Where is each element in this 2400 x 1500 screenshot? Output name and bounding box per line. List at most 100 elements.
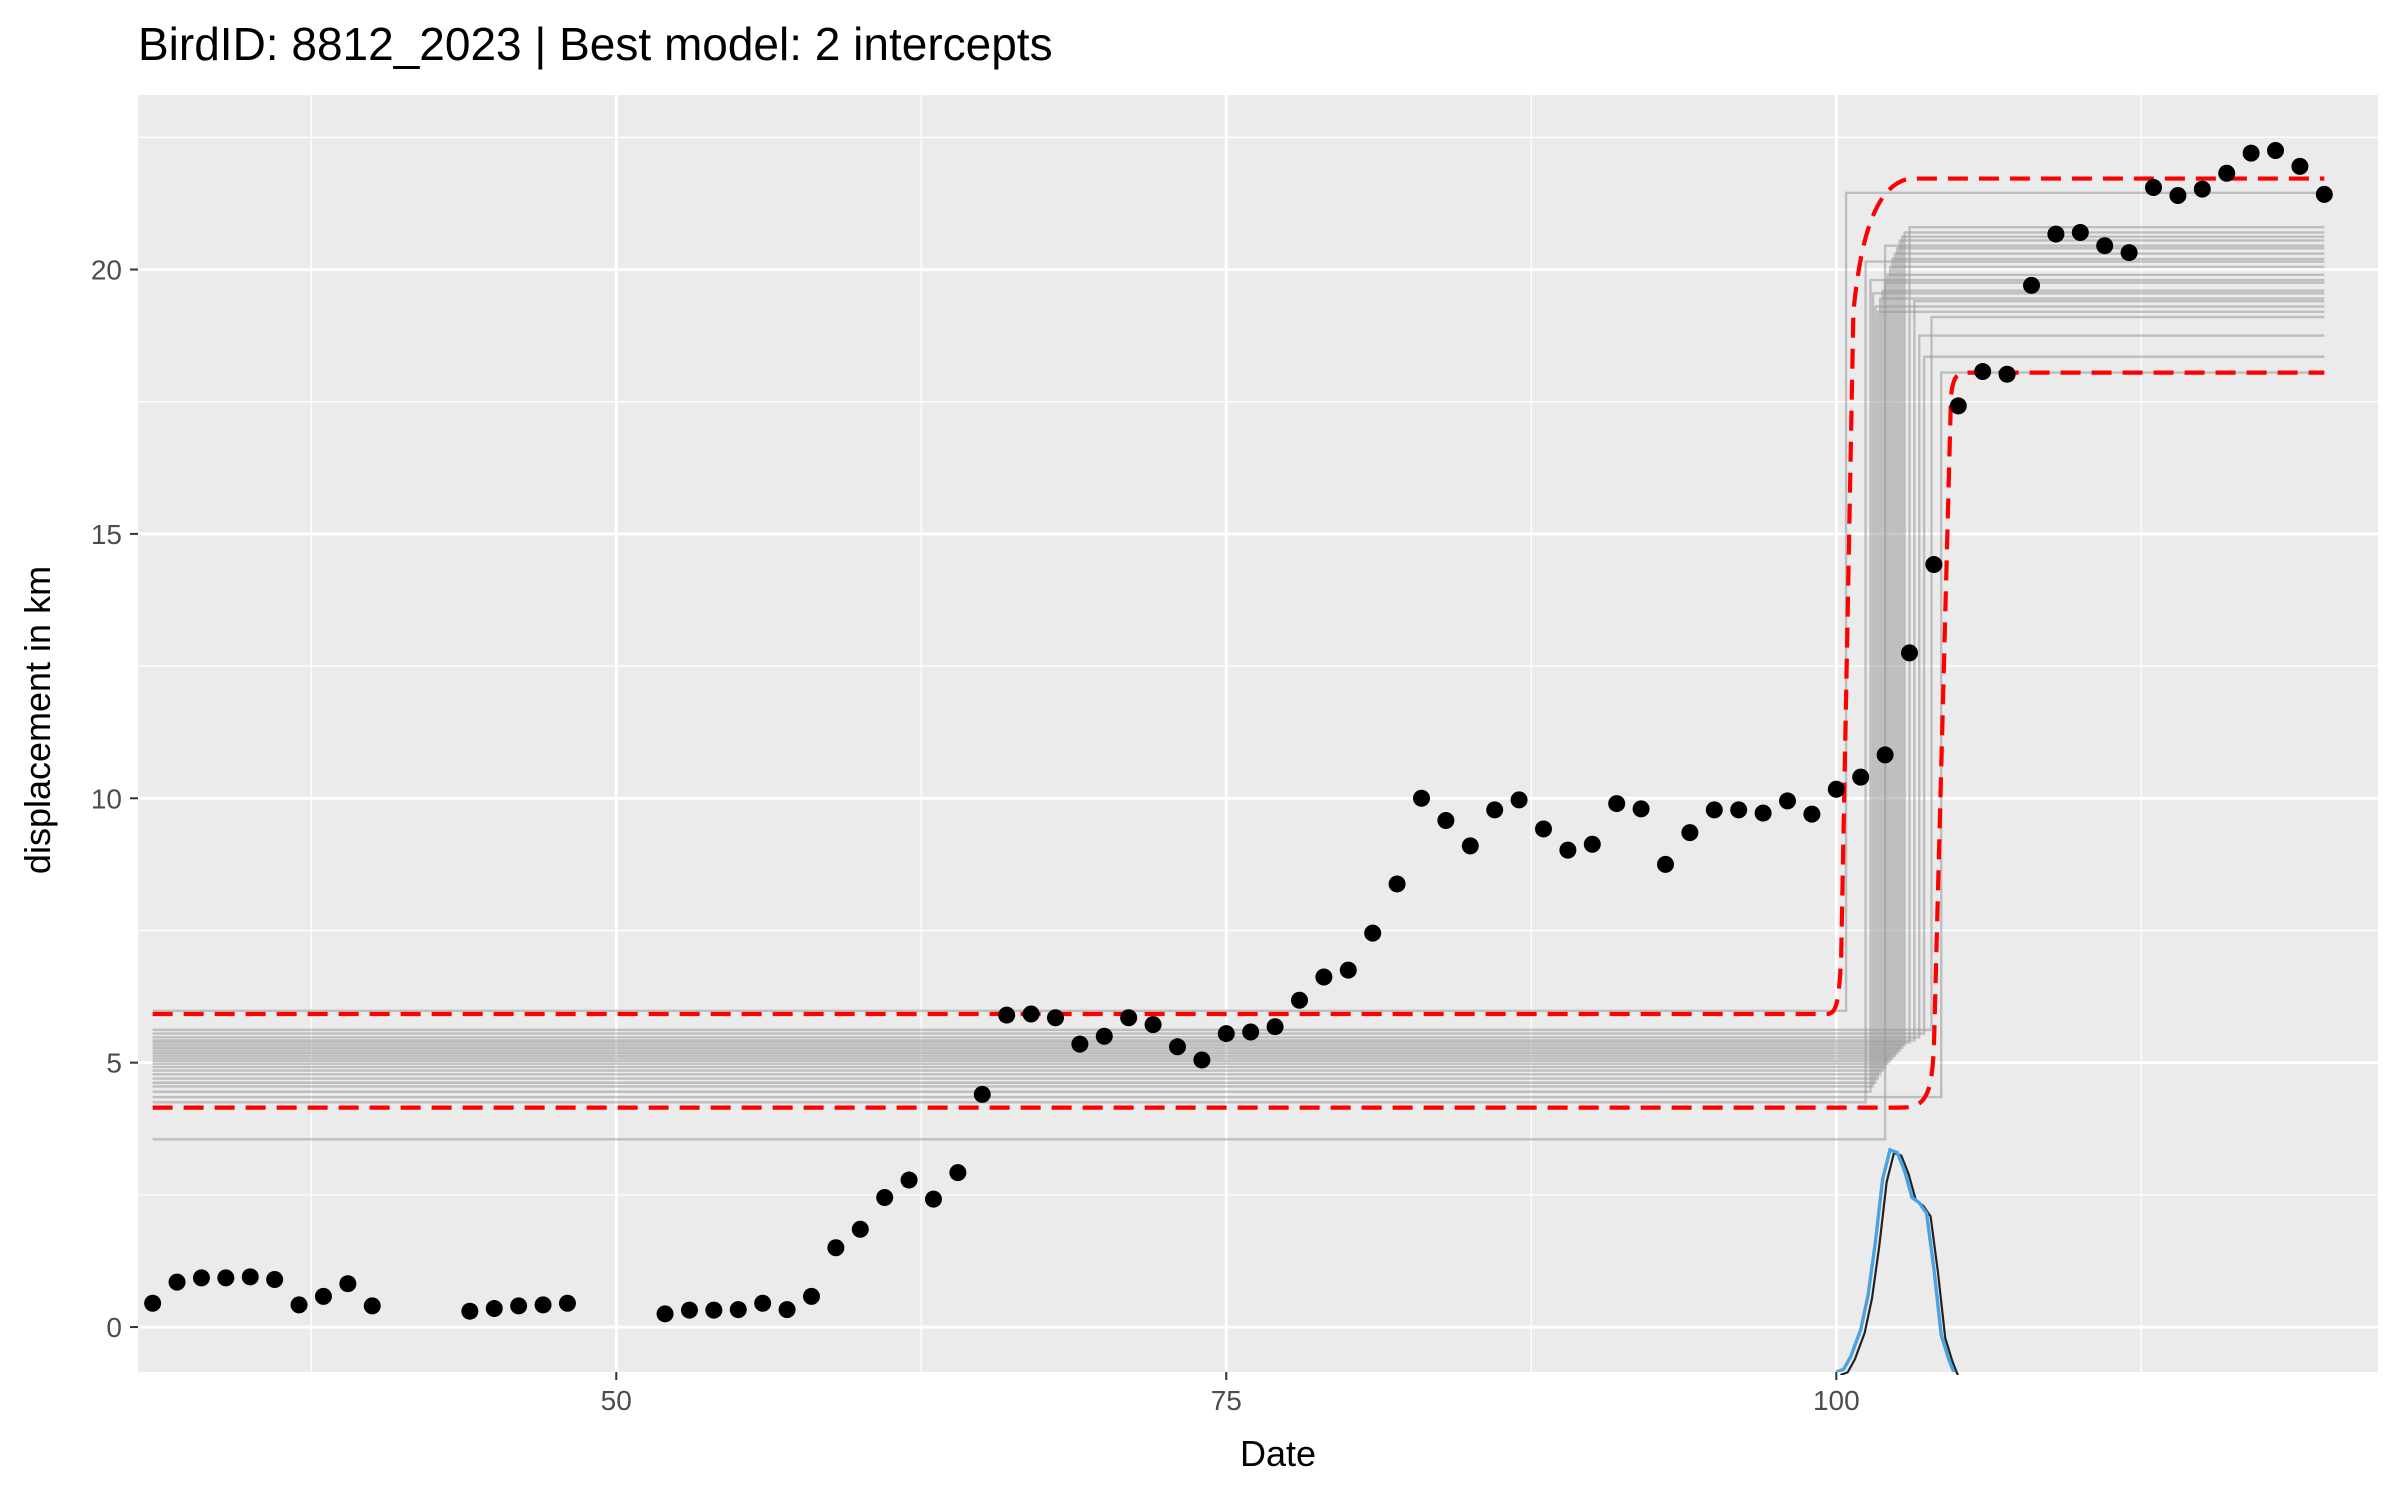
bootstrap-step-line <box>152 289 2325 1072</box>
data-point <box>2047 225 2065 243</box>
data-point <box>192 1269 210 1287</box>
data-point <box>314 1287 332 1305</box>
data-point <box>1901 644 1919 662</box>
data-point <box>1925 556 1943 574</box>
data-point <box>1705 801 1723 819</box>
data-point <box>1876 746 1894 764</box>
y-tick-label: 15 <box>91 519 122 550</box>
data-point <box>1437 811 1455 829</box>
data-point <box>973 1085 991 1103</box>
bootstrap-step-line <box>152 315 2325 1032</box>
data-point <box>1632 800 1650 818</box>
data-point <box>729 1301 747 1319</box>
data-point <box>1217 1025 1235 1043</box>
data-point <box>1486 801 1504 819</box>
y-axis-title: displacement in km <box>17 566 58 874</box>
data-point <box>1656 855 1674 873</box>
data-point <box>290 1296 308 1314</box>
x-tick-label: 75 <box>1211 1385 1242 1416</box>
y-tick-label: 10 <box>91 783 122 814</box>
data-point <box>2193 180 2211 198</box>
data-point <box>802 1287 820 1305</box>
density-curve-shadow <box>1839 1151 1959 1375</box>
plot-panel <box>138 95 2378 1372</box>
data-point <box>1046 1009 1064 1027</box>
data-point <box>1754 804 1772 822</box>
data-point <box>266 1270 284 1288</box>
data-point <box>656 1305 674 1323</box>
data-point <box>1388 875 1406 893</box>
data-point <box>1315 968 1333 986</box>
confidence-envelope <box>152 176 2325 1110</box>
data-point <box>754 1294 772 1312</box>
data-point <box>2023 276 2041 294</box>
data-point <box>1583 835 1601 853</box>
bootstrap-step-line <box>152 265 2325 1063</box>
data-point <box>485 1300 503 1318</box>
y-axis-ticks: 0 5 10 15 20 <box>91 254 138 1343</box>
data-point <box>1071 1035 1089 1053</box>
x-axis-title: Date <box>1240 1433 1316 1474</box>
density-curve <box>1835 1147 1956 1372</box>
bootstrap-step-line <box>152 305 2325 1084</box>
data-point <box>1949 397 1967 415</box>
data-point <box>144 1294 162 1312</box>
data-point <box>1608 795 1626 813</box>
y-tick-label: 0 <box>106 1312 122 1343</box>
bootstrap-step-line <box>152 273 2325 1065</box>
data-point <box>2291 157 2309 175</box>
data-point <box>1266 1018 1284 1036</box>
bootstrap-step-line <box>152 225 2325 1044</box>
data-point <box>2169 186 2187 204</box>
data-point <box>1461 837 1479 855</box>
data-point <box>1534 820 1552 838</box>
data-point <box>558 1294 576 1312</box>
data-point <box>534 1296 552 1314</box>
data-point <box>1168 1038 1186 1056</box>
data-point <box>2242 144 2260 162</box>
data-point <box>1022 1005 1040 1023</box>
data-point <box>1120 1009 1138 1027</box>
data-point <box>2315 185 2333 203</box>
data-point <box>876 1189 894 1207</box>
bootstrap-step-line <box>152 235 2325 1050</box>
x-tick-label: 100 <box>1813 1385 1860 1416</box>
data-point <box>1803 805 1821 823</box>
data-point <box>1559 841 1577 859</box>
panel-background <box>138 95 2378 1372</box>
data-point <box>2267 142 2285 160</box>
bootstrap-step-line <box>152 292 2325 1088</box>
data-point <box>2120 244 2138 262</box>
y-tick-label: 20 <box>91 254 122 285</box>
bootstrap-step-line <box>152 300 2325 1042</box>
data-point <box>241 1268 259 1286</box>
bootstrap-step-line <box>152 231 2325 1047</box>
data-point <box>1144 1016 1162 1034</box>
y-tick-label: 5 <box>106 1048 122 1079</box>
data-points <box>144 142 2333 1323</box>
data-point <box>1193 1051 1211 1069</box>
data-point <box>168 1273 186 1291</box>
data-point <box>1827 780 1845 798</box>
bootstrap-step-line <box>152 239 2325 1052</box>
bootstrap-step-line <box>152 257 2325 1060</box>
data-point <box>680 1301 698 1319</box>
bootstrap-step-line <box>152 334 2325 1039</box>
bootstrap-step-line <box>152 310 2325 1080</box>
chart-title: BirdID: 8812_2023 | Best model: 2 interc… <box>138 18 1053 70</box>
data-point <box>2096 237 2114 255</box>
data-point <box>827 1239 845 1257</box>
data-point <box>1510 791 1528 809</box>
data-point <box>1730 801 1748 819</box>
data-point <box>1998 365 2016 383</box>
data-point <box>1681 824 1699 842</box>
data-point <box>924 1190 942 1208</box>
data-point <box>461 1302 479 1320</box>
envelope-upper-bound <box>152 176 2325 1017</box>
data-point <box>1095 1027 1113 1045</box>
bootstrap-step-line <box>152 260 2325 1104</box>
x-axis-ticks: 50 75 100 <box>601 1372 1860 1416</box>
bootstrap-step-line <box>152 252 2325 1057</box>
data-point <box>2218 164 2236 182</box>
